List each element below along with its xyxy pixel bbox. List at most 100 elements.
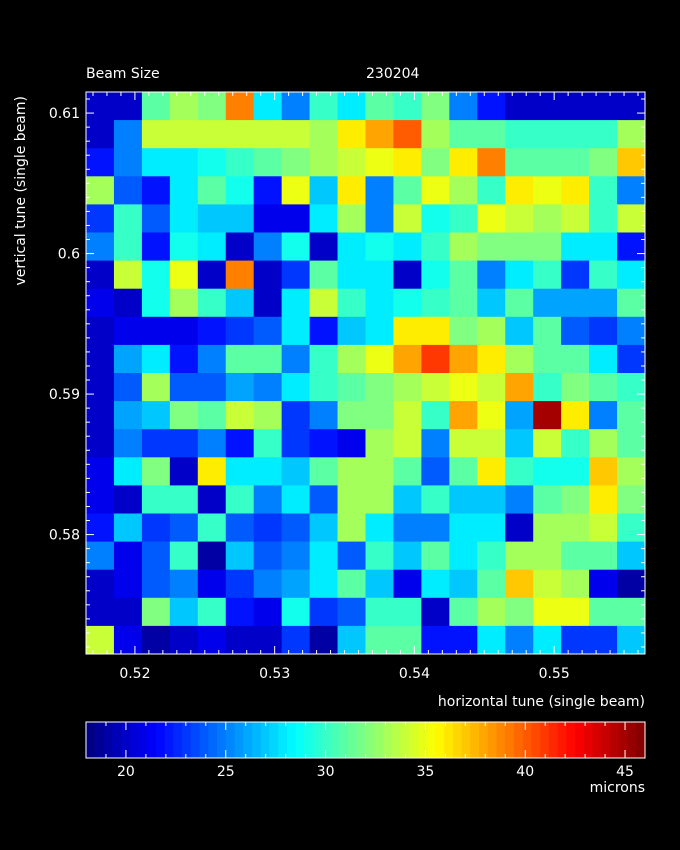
colorbar-segment — [190, 722, 201, 758]
heatmap-cell — [421, 457, 450, 486]
heatmap-cell — [561, 176, 590, 205]
heatmap-cell — [309, 344, 339, 374]
heatmap-cell — [253, 260, 283, 290]
colorbar-segment — [199, 722, 209, 758]
colorbar-tick-label: 45 — [616, 764, 634, 780]
heatmap-cell — [533, 597, 562, 627]
colorbar-segment — [496, 722, 506, 758]
heatmap-cell — [617, 625, 646, 655]
heatmap-cell — [337, 485, 366, 514]
colorbar-tick-label: 35 — [416, 764, 434, 780]
heatmap-cell — [617, 120, 646, 149]
heatmap-cell — [393, 373, 422, 402]
heatmap-cell — [533, 120, 562, 149]
heatmap-cell — [253, 204, 283, 233]
colorbar-segment — [234, 722, 244, 758]
heatmap-cell — [505, 176, 534, 205]
colorbar-segment — [417, 722, 428, 758]
heatmap-cell — [281, 597, 311, 627]
heatmap-cell — [533, 457, 562, 486]
heatmap-cell — [197, 625, 227, 655]
heatmap-cell — [141, 625, 171, 655]
heatmap-cell — [113, 401, 143, 430]
colorbar-segment — [356, 722, 367, 758]
x-tick-label: 0.53 — [259, 666, 290, 682]
heatmap-cell — [449, 401, 478, 430]
heatmap-cell — [197, 288, 227, 318]
heatmap-cell — [477, 457, 506, 486]
heatmap-cell — [365, 457, 394, 486]
heatmap-cell — [141, 204, 171, 233]
heatmap-cell — [589, 232, 618, 262]
heatmap-cell — [393, 204, 422, 233]
heatmap-cell — [449, 344, 478, 374]
heatmap-cell — [197, 513, 227, 543]
heatmap-cell — [477, 120, 506, 149]
heatmap-cell — [253, 232, 283, 262]
heatmap-cell — [141, 401, 171, 430]
heatmap-cell — [281, 176, 311, 205]
heatmap-cell — [113, 176, 143, 205]
heatmap-cell — [365, 120, 394, 149]
colorbar-segment — [278, 722, 288, 758]
heatmap-cell — [617, 316, 646, 346]
heatmap-cell — [505, 541, 534, 571]
heatmap-cell — [365, 148, 394, 177]
heatmap-cell — [141, 457, 171, 486]
heatmap-cell — [477, 176, 506, 205]
heatmap-cell — [421, 204, 450, 233]
heatmap-cell — [225, 513, 255, 543]
heatmap-cell — [141, 344, 171, 374]
heatmap-cell — [421, 429, 450, 458]
heatmap-cell — [533, 260, 562, 290]
heatmap-cell — [141, 597, 171, 627]
heatmap-cell — [589, 429, 618, 458]
heatmap-cell — [393, 92, 422, 121]
heatmap-cell — [393, 513, 422, 543]
heatmap-cell — [197, 541, 227, 571]
heatmap-cell — [113, 541, 143, 571]
heatmap-cell — [533, 485, 562, 514]
heatmap-cell — [561, 344, 590, 374]
heatmap-cell — [225, 569, 255, 599]
heatmap-cell — [449, 232, 478, 262]
heatmap-cell — [477, 401, 506, 430]
heatmap-cell — [281, 401, 311, 430]
heatmap-cell — [309, 485, 339, 514]
heatmap-cell — [589, 92, 618, 121]
heatmap-cell — [169, 148, 199, 177]
colorbar-segment — [601, 722, 611, 758]
plot-frame — [85, 91, 646, 655]
heatmap-cell — [617, 148, 646, 177]
colorbar-segment — [610, 722, 620, 758]
heatmap-cell — [421, 625, 450, 655]
heatmap-cell — [169, 120, 199, 149]
heatmap-cell — [505, 92, 534, 121]
heatmap-cell — [309, 260, 339, 290]
heatmap-cell — [141, 569, 171, 599]
heatmap-cell — [86, 288, 115, 318]
heatmap-cell — [365, 344, 394, 374]
heatmap-cell — [225, 625, 255, 655]
heatmap-cell — [225, 288, 255, 318]
heatmap-cell — [281, 148, 311, 177]
heatmap-cell — [393, 232, 422, 262]
heatmap-cell — [477, 373, 506, 402]
heatmap-cell — [337, 120, 366, 149]
y-axis-label: vertical tune (single beam) — [13, 96, 29, 286]
colorbar-segment — [86, 722, 96, 758]
heatmap-cell — [253, 316, 283, 346]
heatmap-cell — [337, 148, 366, 177]
heatmap-cell — [169, 429, 199, 458]
heatmap-cell — [337, 625, 366, 655]
heatmap-cell — [589, 260, 618, 290]
heatmap-cell — [589, 485, 618, 514]
heatmap-cell — [309, 569, 339, 599]
colorbar-segment — [566, 722, 576, 758]
heatmap-cell — [393, 429, 422, 458]
heatmap-cell — [393, 485, 422, 514]
heatmap-cell — [365, 401, 394, 430]
heatmap-cell — [561, 569, 590, 599]
colorbar-segment — [182, 722, 192, 758]
heatmap-cell — [477, 316, 506, 346]
